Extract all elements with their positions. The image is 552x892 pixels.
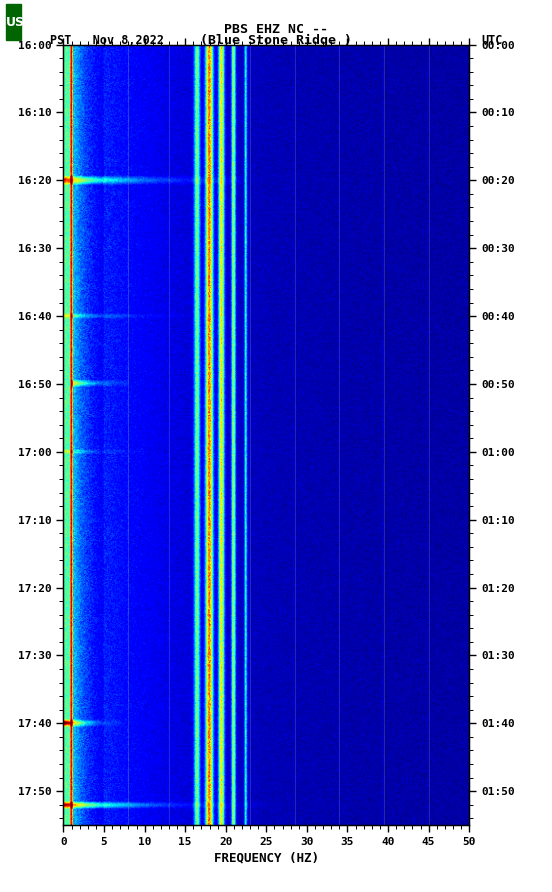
X-axis label: FREQUENCY (HZ): FREQUENCY (HZ) — [214, 851, 319, 864]
Text: PST   Nov 8,2022: PST Nov 8,2022 — [50, 34, 164, 47]
Text: (Blue Stone Ridge ): (Blue Stone Ridge ) — [200, 34, 352, 47]
Text: UTC: UTC — [481, 34, 502, 47]
Text: PBS EHZ NC --: PBS EHZ NC -- — [224, 23, 328, 37]
Text: USGS: USGS — [6, 16, 44, 29]
Bar — [6, 4, 21, 40]
